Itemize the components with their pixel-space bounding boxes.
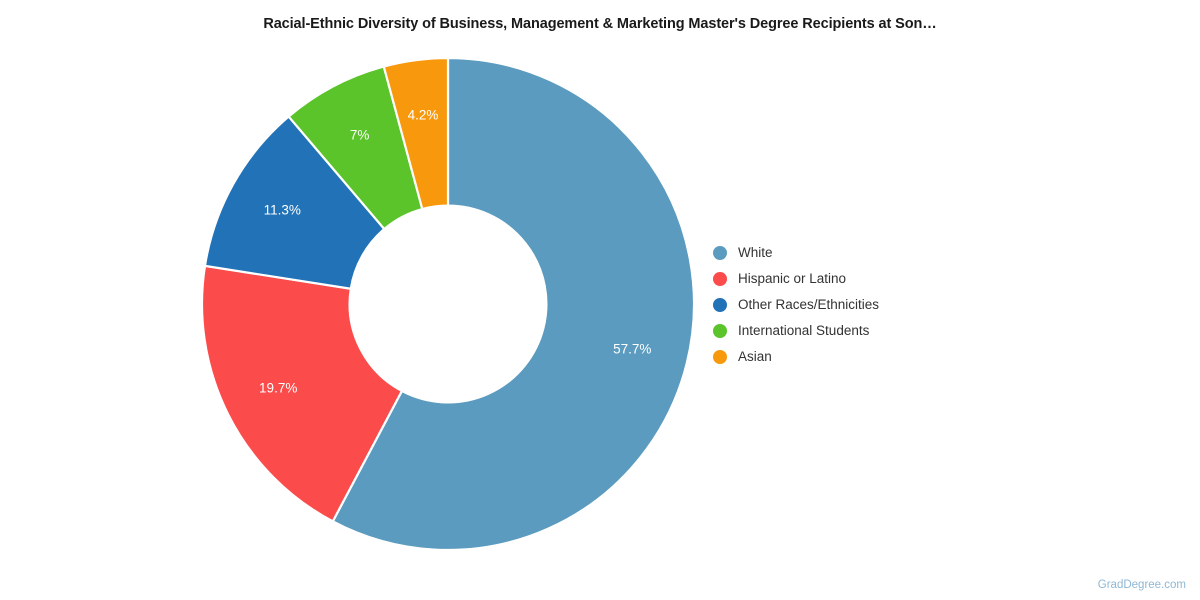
slice-value-label: 7% <box>350 127 370 142</box>
legend-color-swatch-icon <box>713 350 727 364</box>
legend-color-swatch-icon <box>713 298 727 312</box>
chart-legend: White Hispanic or Latino Other Races/Ethni… <box>713 240 1013 370</box>
donut-slices <box>201 57 695 551</box>
donut-slice-labels: 57.7% 19.7% 11.3% 7% 4.2% <box>259 107 651 395</box>
donut-slice[interactable] <box>331 57 695 551</box>
slice-value-label: 11.3% <box>264 203 301 218</box>
legend-item-label: White <box>738 245 773 261</box>
donut-chart: 57.7% 19.7% 11.3% 7% 4.2% <box>201 57 695 551</box>
legend-item-label: International Students <box>738 323 870 339</box>
legend-item-label: Other Races/Ethnicities <box>738 297 880 313</box>
legend-item-label: Asian <box>738 349 772 365</box>
legend-item[interactable]: Asian <box>713 344 1013 370</box>
donut-chart-svg: 57.7% 19.7% 11.3% 7% 4.2% <box>201 57 695 551</box>
chart-title: Racial-Ethnic Diversity of Business, Man… <box>263 16 937 32</box>
donut-slice[interactable] <box>201 264 404 523</box>
legend-item[interactable]: White <box>713 240 1013 266</box>
watermark-label: GradDegree.com <box>1097 579 1186 591</box>
legend-item-label: Hispanic or Latino <box>738 271 847 287</box>
legend-color-swatch-icon <box>713 272 727 286</box>
legend-item[interactable]: Other Races/Ethnicities <box>713 292 1013 318</box>
slice-value-label: 19.7% <box>259 381 297 396</box>
donut-slice[interactable] <box>203 115 386 291</box>
legend-color-swatch-icon <box>713 246 727 260</box>
legend-item[interactable]: Hispanic or Latino <box>713 266 1013 292</box>
legend-color-swatch-icon <box>713 324 727 338</box>
slice-value-label: 57.7% <box>613 341 651 356</box>
legend-item[interactable]: International Students <box>713 318 1013 344</box>
slice-value-label: 4.2% <box>408 107 439 122</box>
donut-slice[interactable] <box>382 57 450 211</box>
